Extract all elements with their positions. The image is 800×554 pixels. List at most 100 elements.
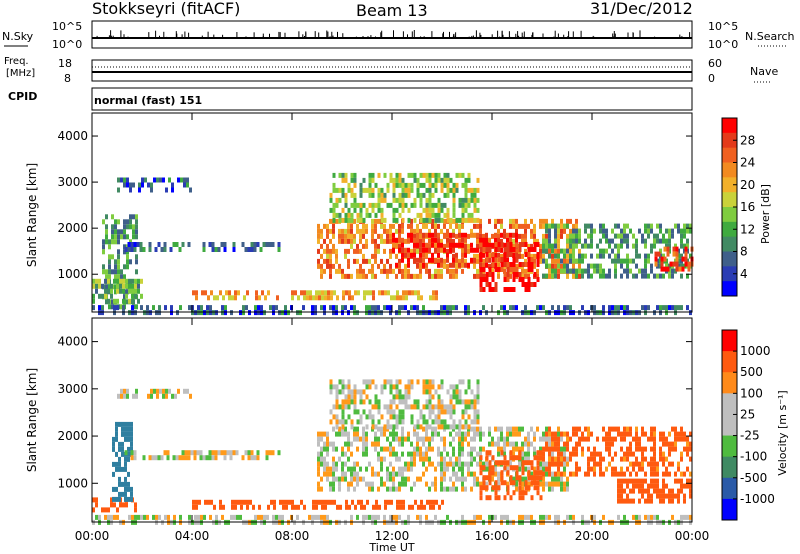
heatmap-cell [386,471,389,477]
heatmap-cell [515,252,518,258]
heatmap-cell [566,456,569,462]
heatmap-cell [420,504,423,510]
heatmap-cell [431,202,435,208]
heatmap-cell [338,476,341,482]
heatmap-cell [197,310,200,316]
heatmap-cell [353,258,356,264]
heatmap-cell [395,243,398,249]
heatmap-cell [127,486,130,492]
heatmap-cell [446,228,449,234]
heatmap-cell [686,451,689,457]
heatmap-cell [356,476,359,482]
heatmap-cell [503,228,506,234]
heatmap-cell [308,514,311,520]
heatmap-cell [207,295,210,301]
heatmap-cell [191,310,194,316]
nsky-left-top: 10^5 [52,20,82,33]
heatmap-cell [249,499,252,505]
heatmap-cell [366,499,369,505]
heatmap-cell [527,223,530,229]
heatmap-cell [386,228,389,234]
heatmap-cell [434,486,437,492]
heatmap-cell [470,451,473,457]
heatmap-cell [226,450,230,456]
heatmap-cell [359,414,363,420]
heatmap-cell [488,267,492,272]
heatmap-cell [104,288,107,294]
heatmap-cell [250,450,254,456]
heatmap-cell [455,242,458,248]
heatmap-cell [578,233,581,239]
heatmap-cell [353,431,356,437]
heatmap-cell [255,290,258,296]
heatmap-cell [311,305,314,311]
heatmap-cell [587,436,590,442]
heatmap-cell [105,224,108,230]
heatmap-cell [113,305,116,311]
heatmap-cell [491,272,495,277]
heatmap-cell [536,480,540,486]
heatmap-cell [626,253,629,259]
heatmap-cell [626,310,629,316]
heatmap-cell [247,455,251,461]
heatmap-cell [464,310,467,316]
heatmap-cell [437,268,440,274]
heatmap-cell [437,446,440,452]
heatmap-cell [209,514,212,520]
heatmap-cell [416,379,420,385]
heatmap-cell [410,248,413,254]
colorbar-tick-label: -500 [740,471,767,485]
heatmap-cell [554,233,557,239]
heatmap-cell [395,404,399,410]
heatmap-cell [223,455,227,461]
heatmap-cell [341,409,345,415]
heatmap-cell [324,504,327,510]
heatmap-cell [650,268,653,274]
heatmap-cell [123,177,126,183]
heatmap-cell [584,243,587,249]
heatmap-cell [326,514,329,520]
heatmap-cell [326,461,329,467]
heatmap-cell [118,441,121,447]
heatmap-cell [407,436,410,442]
heatmap-cell [602,233,605,239]
heatmap-cell [662,305,665,311]
heatmap-cell [378,504,381,510]
heatmap-cell [395,182,399,188]
heatmap-cell [377,419,381,425]
heatmap-cell [162,393,165,399]
heatmap-cell [647,514,650,520]
heatmap-cell [629,310,632,316]
heatmap-cell [428,310,431,316]
heatmap-cell [554,441,557,447]
heatmap-cell [644,268,647,274]
heatmap-cell [476,238,479,244]
heatmap-cell [512,247,516,252]
heatmap-cell [557,248,560,254]
heatmap-cell [186,388,189,394]
heatmap-cell [256,455,260,461]
heatmap-cell [130,247,134,252]
heatmap-cell [285,499,288,505]
heatmap-cell [377,172,381,178]
heatmap-cell [665,243,668,249]
heatmap-cell [156,388,159,394]
heatmap-cell [638,253,641,259]
heatmap-cell [377,310,380,316]
heatmap-cell [389,441,392,447]
colorbar-segment [722,266,737,282]
heatmap-cell [455,456,458,462]
heatmap-cell [380,217,384,223]
heatmap-cell [127,451,130,457]
heatmap-cell [581,243,584,249]
heatmap-cell [680,426,683,432]
heatmap-cell [560,446,563,452]
heatmap-cell [572,273,575,279]
heatmap-cell [413,252,416,258]
heatmap-cell [485,310,488,316]
heatmap-cell [431,446,434,452]
heatmap-cell [596,268,599,274]
heatmap-cell [626,498,629,504]
heatmap-cell [485,247,489,252]
heatmap-cell [405,295,408,301]
